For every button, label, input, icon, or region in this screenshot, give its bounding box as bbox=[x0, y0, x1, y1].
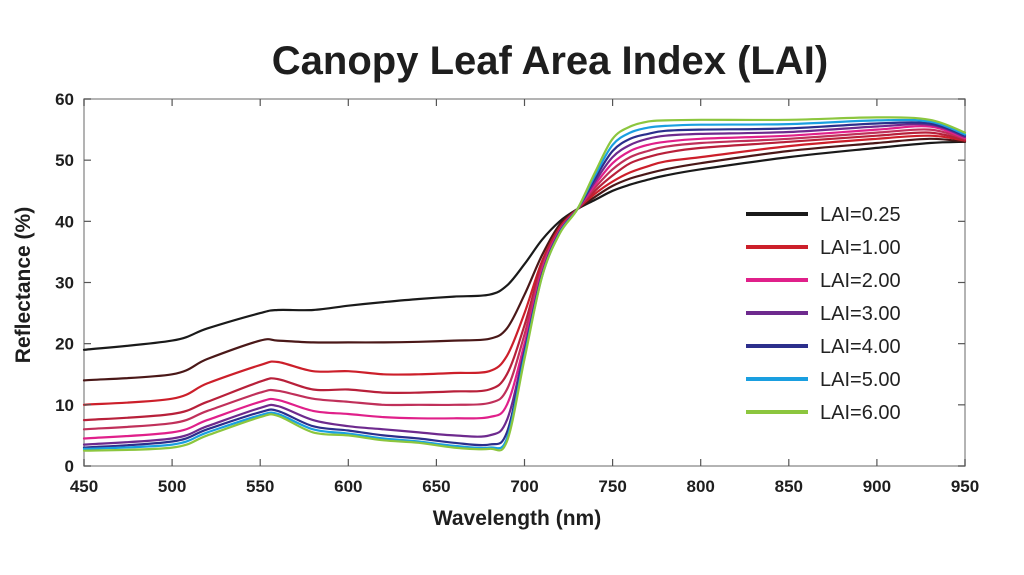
legend-item: LAI=4.00 bbox=[746, 336, 901, 358]
legend-label: LAI=1.00 bbox=[820, 237, 901, 259]
legend-label: LAI=0.25 bbox=[820, 204, 901, 226]
y-tick-label: 10 bbox=[55, 396, 74, 415]
y-tick-label: 40 bbox=[55, 212, 74, 231]
x-axis-ticks: 450 500 550 600 650 700 750 800 850 900 950 bbox=[70, 99, 979, 496]
legend-item: LAI=0.25 bbox=[746, 204, 901, 226]
y-axis-label: Reflectance (%) bbox=[12, 207, 35, 363]
x-tick-label: 650 bbox=[422, 477, 450, 496]
x-tick-label: 500 bbox=[158, 477, 186, 496]
legend-label: LAI=3.00 bbox=[820, 303, 901, 325]
x-tick-label: 900 bbox=[863, 477, 891, 496]
series-line-9 bbox=[82, 116, 967, 452]
chart-title: Canopy Leaf Area Index (LAI) bbox=[272, 39, 828, 83]
series-line-3 bbox=[82, 131, 967, 422]
x-tick-label: 750 bbox=[598, 477, 626, 496]
legend-item: LAI=1.00 bbox=[746, 237, 901, 259]
series-line-2 bbox=[82, 134, 967, 406]
series-line-0 bbox=[82, 140, 967, 351]
x-tick-label: 850 bbox=[775, 477, 803, 496]
x-axis-label: Wavelength (nm) bbox=[433, 507, 601, 530]
legend-label: LAI=2.00 bbox=[820, 270, 901, 292]
series-line-1 bbox=[82, 137, 967, 382]
series-line-4 bbox=[82, 128, 967, 431]
legend-label: LAI=6.00 bbox=[820, 402, 901, 424]
legend-label: LAI=5.00 bbox=[820, 369, 901, 391]
y-tick-label: 60 bbox=[55, 90, 74, 109]
legend-item: LAI=5.00 bbox=[746, 369, 901, 391]
x-tick-label: 800 bbox=[687, 477, 715, 496]
legend-item: LAI=6.00 bbox=[746, 402, 901, 424]
x-tick-label: 550 bbox=[246, 477, 274, 496]
x-tick-label: 450 bbox=[70, 477, 98, 496]
x-tick-label: 700 bbox=[510, 477, 538, 496]
series-layer bbox=[82, 116, 967, 452]
legend-item: LAI=2.00 bbox=[746, 270, 901, 292]
y-tick-label: 0 bbox=[65, 457, 74, 476]
legend-item: LAI=3.00 bbox=[746, 303, 901, 325]
y-tick-label: 20 bbox=[55, 335, 74, 354]
x-tick-label: 950 bbox=[951, 477, 979, 496]
x-tick-label: 600 bbox=[334, 477, 362, 496]
y-tick-label: 50 bbox=[55, 151, 74, 170]
legend: LAI=0.25 LAI=1.00 LAI=2.00 LAI=3.00 LAI=4.00… bbox=[746, 204, 901, 424]
y-tick-label: 30 bbox=[55, 274, 74, 293]
legend-label: LAI=4.00 bbox=[820, 336, 901, 358]
y-axis-ticks: 0 10 20 30 40 50 60 bbox=[55, 90, 965, 476]
